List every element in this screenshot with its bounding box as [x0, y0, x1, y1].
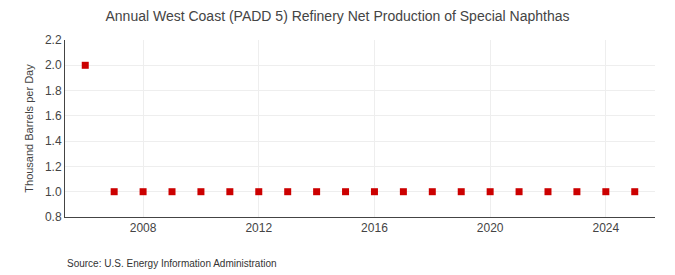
- svg-text:2016: 2016: [361, 221, 388, 235]
- svg-text:1.6: 1.6: [45, 109, 62, 123]
- svg-text:2008: 2008: [130, 221, 157, 235]
- svg-text:1.4: 1.4: [45, 134, 62, 148]
- svg-text:1.0: 1.0: [45, 185, 62, 199]
- svg-text:1.2: 1.2: [45, 160, 62, 174]
- svg-text:2012: 2012: [245, 221, 272, 235]
- svg-text:1.8: 1.8: [45, 84, 62, 98]
- svg-text:0.8: 0.8: [45, 210, 62, 224]
- svg-text:Thousand Barrels per Day: Thousand Barrels per Day: [23, 64, 35, 193]
- svg-text:2024: 2024: [592, 221, 619, 235]
- svg-text:2020: 2020: [477, 221, 504, 235]
- svg-text:2.0: 2.0: [45, 58, 62, 72]
- svg-text:Source: U.S. Energy Informatio: Source: U.S. Energy Information Administ…: [67, 258, 277, 269]
- svg-text:Annual West Coast (PADD 5) Ref: Annual West Coast (PADD 5) Refinery Net …: [105, 8, 569, 24]
- svg-text:2.2: 2.2: [45, 33, 62, 47]
